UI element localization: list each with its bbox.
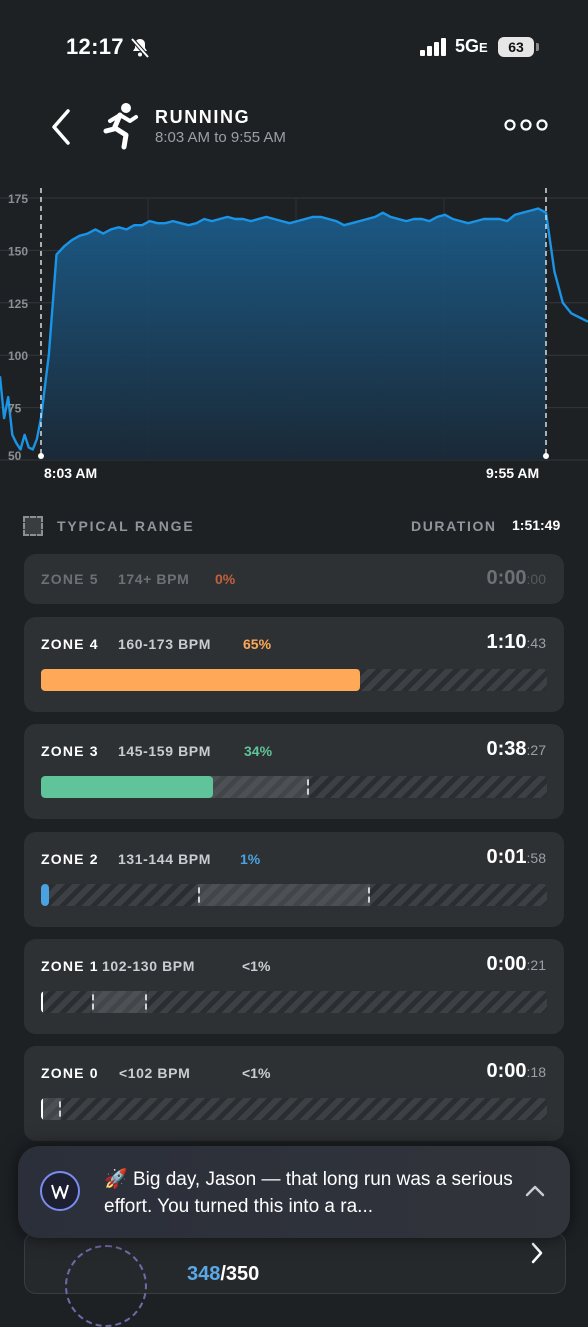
- badge-ring-icon: [65, 1245, 147, 1327]
- zone-percent: <1%: [242, 1065, 271, 1081]
- start-time-label: 8:03 AM: [44, 465, 97, 481]
- zone-fill-bar: [41, 776, 214, 798]
- zone-legend: TYPICAL RANGE DURATION 1:51:49: [0, 512, 588, 540]
- y-tick-label: 125: [8, 297, 28, 311]
- chevron-up-icon[interactable]: [524, 1182, 546, 1198]
- end-time-label: 9:55 AM: [486, 465, 539, 481]
- heart-rate-area: [41, 208, 546, 460]
- activity-time-range: 8:03 AM to 9:55 AM: [155, 129, 286, 146]
- muted-bell-icon: [130, 37, 150, 59]
- zone-bar-track: [41, 776, 547, 798]
- coach-logo-icon: [40, 1171, 80, 1211]
- more-options-icon[interactable]: [502, 117, 550, 133]
- typical-range-marker: [197, 884, 370, 906]
- zone-percent: 65%: [243, 636, 272, 652]
- zone-name: ZONE 3: [41, 743, 99, 759]
- y-tick-label: 75: [8, 402, 22, 416]
- zone-duration: 0:01:58: [486, 846, 547, 868]
- activity-header: RUNNING 8:03 AM to 9:55 AM: [0, 95, 588, 165]
- start-marker-dot: [38, 453, 44, 459]
- zone-card-5[interactable]: ZONE 5 174+ BPM 0% 0:00:00: [24, 554, 564, 604]
- signal-icon: [420, 38, 446, 56]
- zone-duration: 0:00:18: [486, 1060, 547, 1082]
- typical-range-marker: [41, 1098, 62, 1120]
- status-bar: 12:17 5GE 63: [0, 0, 588, 95]
- zone-duration: 0:38:27: [486, 738, 547, 760]
- zone-bpm-range: 102-130 BPM: [102, 958, 195, 974]
- chevron-right-icon[interactable]: [529, 1241, 545, 1265]
- zone-fill-bar: [41, 669, 360, 691]
- zone-bpm-range: 174+ BPM: [118, 571, 190, 587]
- running-icon: [103, 103, 138, 150]
- typical-range-label: TYPICAL RANGE: [57, 518, 195, 534]
- zone-name: ZONE 2: [41, 851, 99, 867]
- typical-range-marker: [91, 991, 148, 1013]
- strain-card[interactable]: 348/350: [24, 1232, 566, 1327]
- coach-notification[interactable]: 🚀 Big day, Jason — that long run was a s…: [18, 1146, 570, 1238]
- zone-name: ZONE 4: [41, 636, 99, 652]
- zone-percent: 1%: [240, 851, 261, 867]
- heart-rate-chart: 175 150 125 100 75 50 8:03 AM 9:55 AM: [0, 188, 588, 481]
- zone-name: ZONE 5: [41, 571, 99, 587]
- zone-card-3[interactable]: ZONE 3 145-159 BPM 34% 0:38:27: [24, 724, 564, 819]
- zone-name: ZONE 0: [41, 1065, 99, 1081]
- zone-bpm-range: 131-144 BPM: [118, 851, 211, 867]
- coach-message: 🚀 Big day, Jason — that long run was a s…: [104, 1169, 513, 1217]
- typical-range-swatch: [23, 516, 43, 536]
- zone-bar-track: [41, 884, 547, 906]
- y-tick-label: 175: [8, 192, 28, 206]
- zone-duration: 0:00:00: [486, 567, 547, 589]
- back-chevron-icon[interactable]: [44, 107, 76, 147]
- activity-title: RUNNING: [155, 107, 251, 127]
- zone-card-1[interactable]: ZONE 1 102-130 BPM <1% 0:00:21: [24, 939, 564, 1034]
- end-marker-dot: [543, 453, 549, 459]
- y-tick-label: 50: [8, 449, 22, 463]
- rocket-icon: 🚀: [104, 1169, 128, 1190]
- duration-label: DURATION: [411, 518, 497, 534]
- zone-fill-bar: [41, 1098, 43, 1120]
- zone-fill-bar: [41, 884, 49, 906]
- zone-card-2[interactable]: ZONE 2 131-144 BPM 1% 0:01:58: [24, 832, 564, 927]
- zone-percent: <1%: [242, 958, 271, 974]
- zone-bpm-range: <102 BPM: [119, 1065, 191, 1081]
- zone-bar-track: [41, 669, 547, 691]
- zone-bpm-range: 145-159 BPM: [118, 743, 211, 759]
- zone-bar-track: [41, 991, 547, 1013]
- zone-bpm-range: 160-173 BPM: [118, 636, 211, 652]
- heart-rate-line: [0, 207, 588, 451]
- y-tick-label: 150: [8, 244, 28, 258]
- zone-duration: 0:00:21: [486, 953, 547, 975]
- zone-name: ZONE 1: [41, 958, 99, 974]
- network-type: 5GE: [455, 36, 488, 56]
- zone-card-4[interactable]: ZONE 4 160-173 BPM 65% 1:10:43: [24, 617, 564, 712]
- zone-card-0[interactable]: ZONE 0 <102 BPM <1% 0:00:18: [24, 1046, 564, 1141]
- zone-percent: 0%: [215, 571, 236, 587]
- strain-score: 348/350: [187, 1263, 260, 1285]
- zone-duration: 1:10:43: [486, 631, 547, 653]
- y-tick-label: 100: [8, 349, 28, 363]
- zone-fill-bar: [41, 991, 43, 1013]
- duration-value: 1:51:49: [512, 517, 561, 533]
- zone-percent: 34%: [244, 743, 273, 759]
- status-time: 12:17: [66, 34, 124, 59]
- battery-indicator: 63: [498, 37, 539, 57]
- zone-bar-track: [41, 1098, 547, 1120]
